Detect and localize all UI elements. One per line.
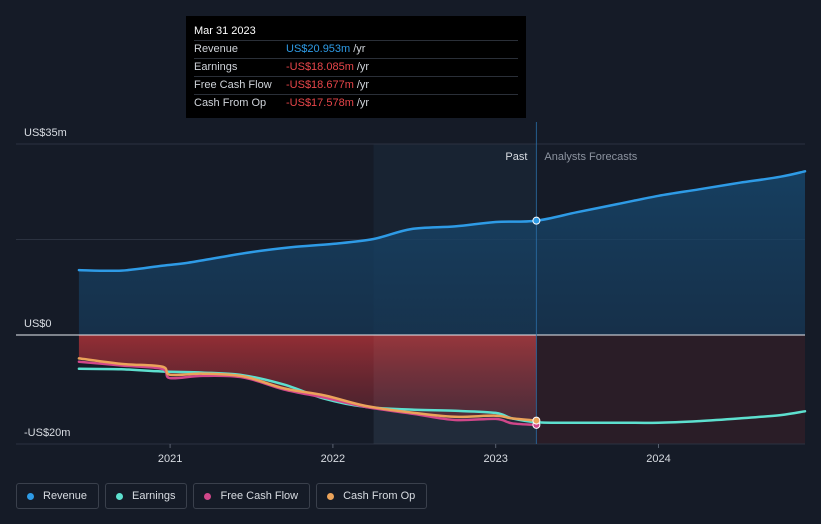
tooltip-value: -US$17.578m — [286, 97, 354, 109]
legend-label: Free Cash Flow — [220, 490, 299, 502]
forecast-negative-background — [536, 335, 805, 444]
past-label: Past — [505, 151, 527, 163]
legend: Revenue Earnings Free Cash Flow Cash Fro… — [16, 483, 428, 509]
legend-label: Cash From Op — [343, 490, 416, 502]
revenue-line — [77, 170, 807, 273]
tooltip-label: Revenue — [194, 43, 239, 55]
y-tick-label: US$0 — [24, 318, 52, 330]
legend-dot-icon — [27, 492, 34, 500]
legend-dot-icon — [327, 492, 335, 500]
y-tick-label: US$35m — [24, 127, 67, 139]
tooltip-unit: /yr — [356, 97, 370, 109]
tooltip-row-earnings: Earnings -US$18.085m /yr — [194, 58, 518, 76]
legend-dot-icon — [204, 492, 212, 500]
tooltip-row-cash-from-op: Cash From Op -US$17.578m /yr — [194, 94, 518, 112]
past-highlight-overlay — [373, 335, 537, 444]
legend-label: Earnings — [132, 490, 176, 502]
negative-past-area — [78, 335, 537, 421]
tooltip-unit: /yr — [356, 79, 370, 91]
tooltip-row-free-cash-flow: Free Cash Flow -US$18.677m /yr — [194, 76, 518, 94]
legend-item-revenue[interactable]: Revenue — [16, 483, 100, 509]
y-tick-label: -US$20m — [24, 427, 70, 439]
x-tick-label: 2023 — [483, 453, 507, 465]
tooltip-date: Mar 31 2023 — [194, 25, 256, 37]
x-tick-label: 2022 — [321, 453, 345, 465]
legend-label: Revenue — [43, 490, 88, 502]
tooltip-value: -US$18.677m — [286, 79, 354, 91]
tooltip-value: US$20.953m — [286, 43, 351, 55]
legend-item-cash-from-op[interactable]: Cash From Op — [316, 483, 428, 509]
tooltip-value: -US$18.085m — [286, 61, 354, 73]
tooltip: Mar 31 2023 Revenue US$20.953m /yr Earni… — [186, 16, 526, 118]
tooltip-row-revenue: Revenue US$20.953m /yr — [194, 40, 518, 58]
cash-from-op-marker — [532, 416, 541, 425]
legend-dot-icon — [116, 492, 124, 500]
legend-item-free-cash-flow[interactable]: Free Cash Flow — [193, 483, 311, 509]
tooltip-label: Earnings — [194, 61, 238, 73]
tooltip-label: Free Cash Flow — [194, 79, 272, 91]
tooltip-unit: /yr — [353, 43, 366, 55]
free-cash-flow-line — [77, 360, 538, 427]
forecast-label: Analysts Forecasts — [544, 151, 637, 163]
revenue-marker — [532, 216, 541, 225]
tooltip-unit: /yr — [356, 61, 370, 73]
cash-from-op-line — [77, 357, 538, 422]
tooltip-label: Cash From Op — [194, 97, 267, 109]
legend-item-earnings[interactable]: Earnings — [105, 483, 188, 509]
x-tick-label: 2021 — [158, 453, 182, 465]
revenue-area — [78, 171, 805, 335]
x-tick-label: 2024 — [646, 453, 670, 465]
